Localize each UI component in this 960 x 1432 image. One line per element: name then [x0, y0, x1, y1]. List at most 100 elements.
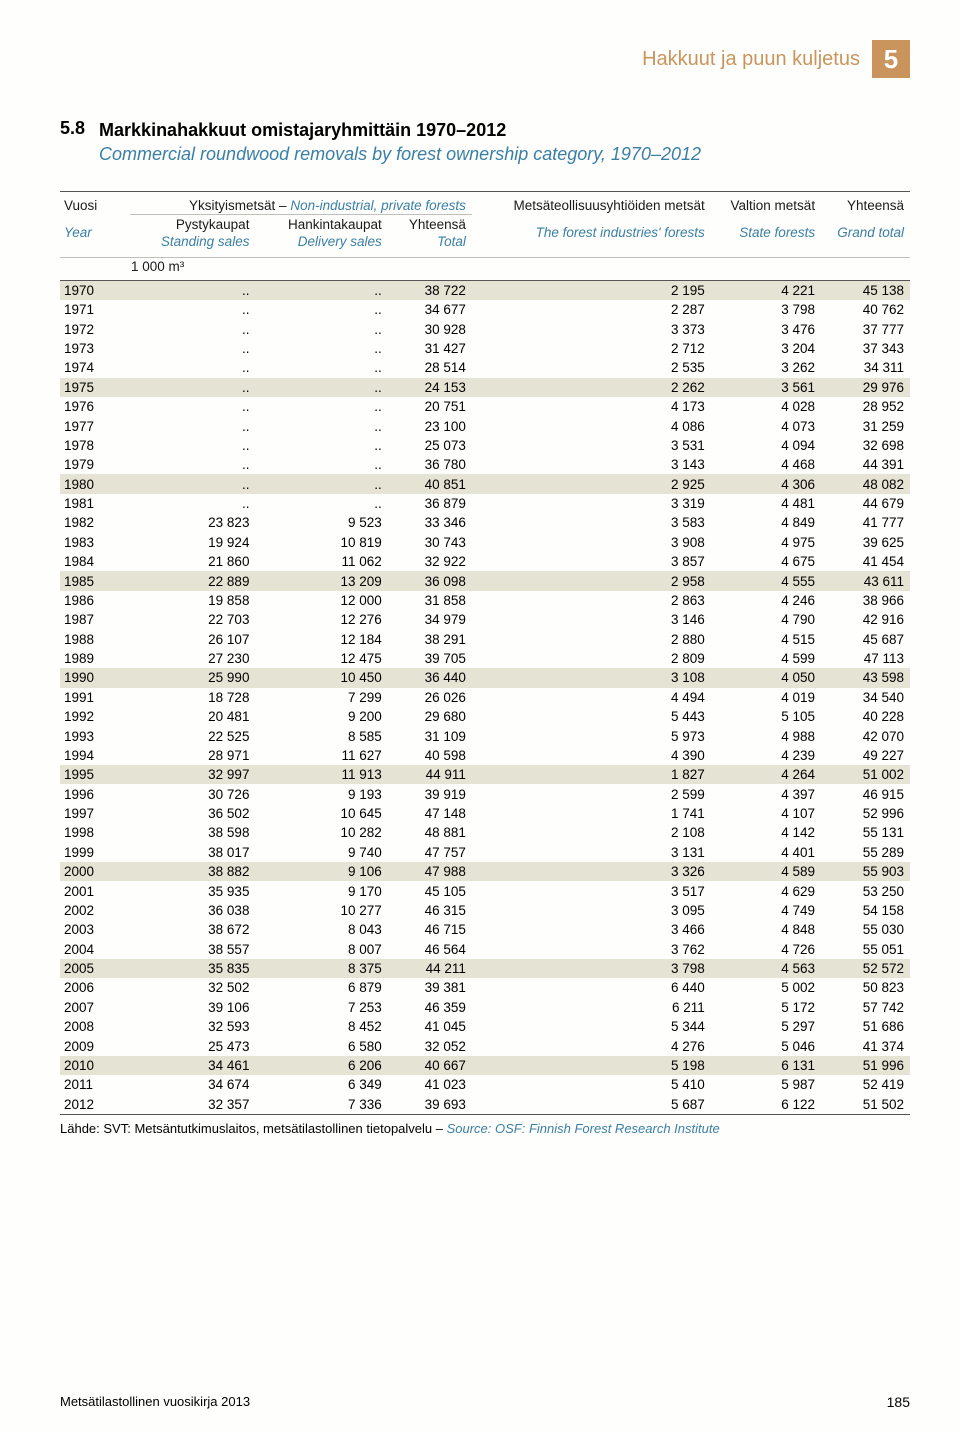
cell-value: 52 572 — [821, 959, 910, 978]
cell-value: 3 798 — [472, 959, 711, 978]
cell-value: 12 000 — [255, 591, 387, 610]
cell-value: 4 494 — [472, 688, 711, 707]
cell-value: 45 687 — [821, 629, 910, 648]
cell-value: 5 105 — [711, 707, 821, 726]
cell-value: 46 915 — [821, 784, 910, 803]
cell-value: 39 106 — [130, 998, 255, 1017]
cell-value: 7 336 — [255, 1094, 387, 1114]
cell-value: 4 988 — [711, 726, 821, 745]
cell-value: 10 277 — [255, 901, 387, 920]
cell-value: 57 742 — [821, 998, 910, 1017]
cell-value: .. — [255, 339, 387, 358]
cell-value: 4 019 — [711, 688, 821, 707]
cell-value: 2 958 — [472, 571, 711, 590]
table-row: 1970....38 7222 1954 22145 138 — [60, 280, 910, 300]
cell-value: 4 246 — [711, 591, 821, 610]
cell-value: 41 045 — [388, 1017, 472, 1036]
cell-value: .. — [130, 358, 255, 377]
cell-year: 1999 — [60, 843, 130, 862]
cell-value: 25 073 — [388, 436, 472, 455]
cell-value: 3 204 — [711, 339, 821, 358]
cell-value: 30 726 — [130, 784, 255, 803]
cell-value: .. — [130, 280, 255, 300]
table-row: 198522 88913 20936 0982 9584 55543 611 — [60, 571, 910, 590]
cell-value: 53 250 — [821, 881, 910, 900]
cell-value: 10 645 — [255, 804, 387, 823]
cell-value: 5 297 — [711, 1017, 821, 1036]
cell-value: 5 687 — [472, 1094, 711, 1114]
cell-value: 22 703 — [130, 610, 255, 629]
cell-value: 5 046 — [711, 1036, 821, 1055]
cell-value: 3 762 — [472, 939, 711, 958]
table-row: 1977....23 1004 0864 07331 259 — [60, 416, 910, 435]
section-header: 5.8 Markkinahakkuut omistajaryhmittäin 1… — [60, 118, 910, 167]
cell-value: 3 466 — [472, 920, 711, 939]
cell-value: 34 979 — [388, 610, 472, 629]
cell-value: 48 881 — [388, 823, 472, 842]
cell-value: .. — [255, 358, 387, 377]
cell-value: 8 452 — [255, 1017, 387, 1036]
table-row: 199220 4819 20029 6805 4435 10540 228 — [60, 707, 910, 726]
cell-value: 32 052 — [388, 1036, 472, 1055]
table-row: 198223 8239 52333 3463 5834 84941 777 — [60, 513, 910, 532]
cell-year: 1987 — [60, 610, 130, 629]
cell-value: 3 476 — [711, 319, 821, 338]
cell-value: 47 757 — [388, 843, 472, 862]
cell-value: 30 743 — [388, 533, 472, 552]
cell-year: 1983 — [60, 533, 130, 552]
cell-value: 36 098 — [388, 571, 472, 590]
cell-value: 5 410 — [472, 1075, 711, 1094]
cell-value: 13 209 — [255, 571, 387, 590]
table-row: 199322 5258 58531 1095 9734 98842 070 — [60, 726, 910, 745]
cell-value: 38 557 — [130, 939, 255, 958]
table-row: 1980....40 8512 9254 30648 082 — [60, 474, 910, 493]
cell-value: 4 306 — [711, 474, 821, 493]
cell-value: 6 440 — [472, 978, 711, 997]
section-titles: Markkinahakkuut omistajaryhmittäin 1970–… — [99, 118, 701, 167]
cell-value: 22 889 — [130, 571, 255, 590]
cell-value: 8 043 — [255, 920, 387, 939]
cell-value: .. — [255, 416, 387, 435]
cell-year: 1981 — [60, 494, 130, 513]
cell-value: 44 211 — [388, 959, 472, 978]
cell-value: 39 381 — [388, 978, 472, 997]
table-row: 1974....28 5142 5353 26234 311 — [60, 358, 910, 377]
cell-value: 32 997 — [130, 765, 255, 784]
cell-value: 5 002 — [711, 978, 821, 997]
cell-value: 31 259 — [821, 416, 910, 435]
cell-value: 4 086 — [472, 416, 711, 435]
cell-value: 19 924 — [130, 533, 255, 552]
table-row: 199532 99711 91344 9111 8274 26451 002 — [60, 765, 910, 784]
cell-value: 55 903 — [821, 862, 910, 881]
cell-value: 9 200 — [255, 707, 387, 726]
cell-value: 55 030 — [821, 920, 910, 939]
cell-value: 7 299 — [255, 688, 387, 707]
cell-value: 4 107 — [711, 804, 821, 823]
cell-value: 51 686 — [821, 1017, 910, 1036]
cell-value: 6 206 — [255, 1056, 387, 1075]
table-row: 199938 0179 74047 7573 1314 40155 289 — [60, 843, 910, 862]
cell-value: 46 359 — [388, 998, 472, 1017]
page-number: 185 — [887, 1394, 910, 1410]
table-row: 199838 59810 28248 8812 1084 14255 131 — [60, 823, 910, 842]
table-row: 201232 3577 33639 6935 6876 12251 502 — [60, 1094, 910, 1114]
cell-value: 29 680 — [388, 707, 472, 726]
cell-value: 4 094 — [711, 436, 821, 455]
cell-value: 4 555 — [711, 571, 821, 590]
cell-value: 32 357 — [130, 1094, 255, 1114]
cell-year: 1973 — [60, 339, 130, 358]
cell-value: 4 726 — [711, 939, 821, 958]
cell-year: 1994 — [60, 746, 130, 765]
table-row: 199630 7269 19339 9192 5994 39746 915 — [60, 784, 910, 803]
cell-value: 40 228 — [821, 707, 910, 726]
cell-year: 1995 — [60, 765, 130, 784]
cell-value: .. — [130, 416, 255, 435]
table-row: 199118 7287 29926 0264 4944 01934 540 — [60, 688, 910, 707]
cell-value: 2 287 — [472, 300, 711, 319]
cell-value: .. — [255, 300, 387, 319]
cell-value: 3 326 — [472, 862, 711, 881]
cell-value: 48 082 — [821, 474, 910, 493]
cell-value: 6 349 — [255, 1075, 387, 1094]
page-footer: Metsätilastollinen vuosikirja 2013 185 — [60, 1394, 910, 1410]
hdr-sub-total-en: Total — [389, 233, 466, 251]
